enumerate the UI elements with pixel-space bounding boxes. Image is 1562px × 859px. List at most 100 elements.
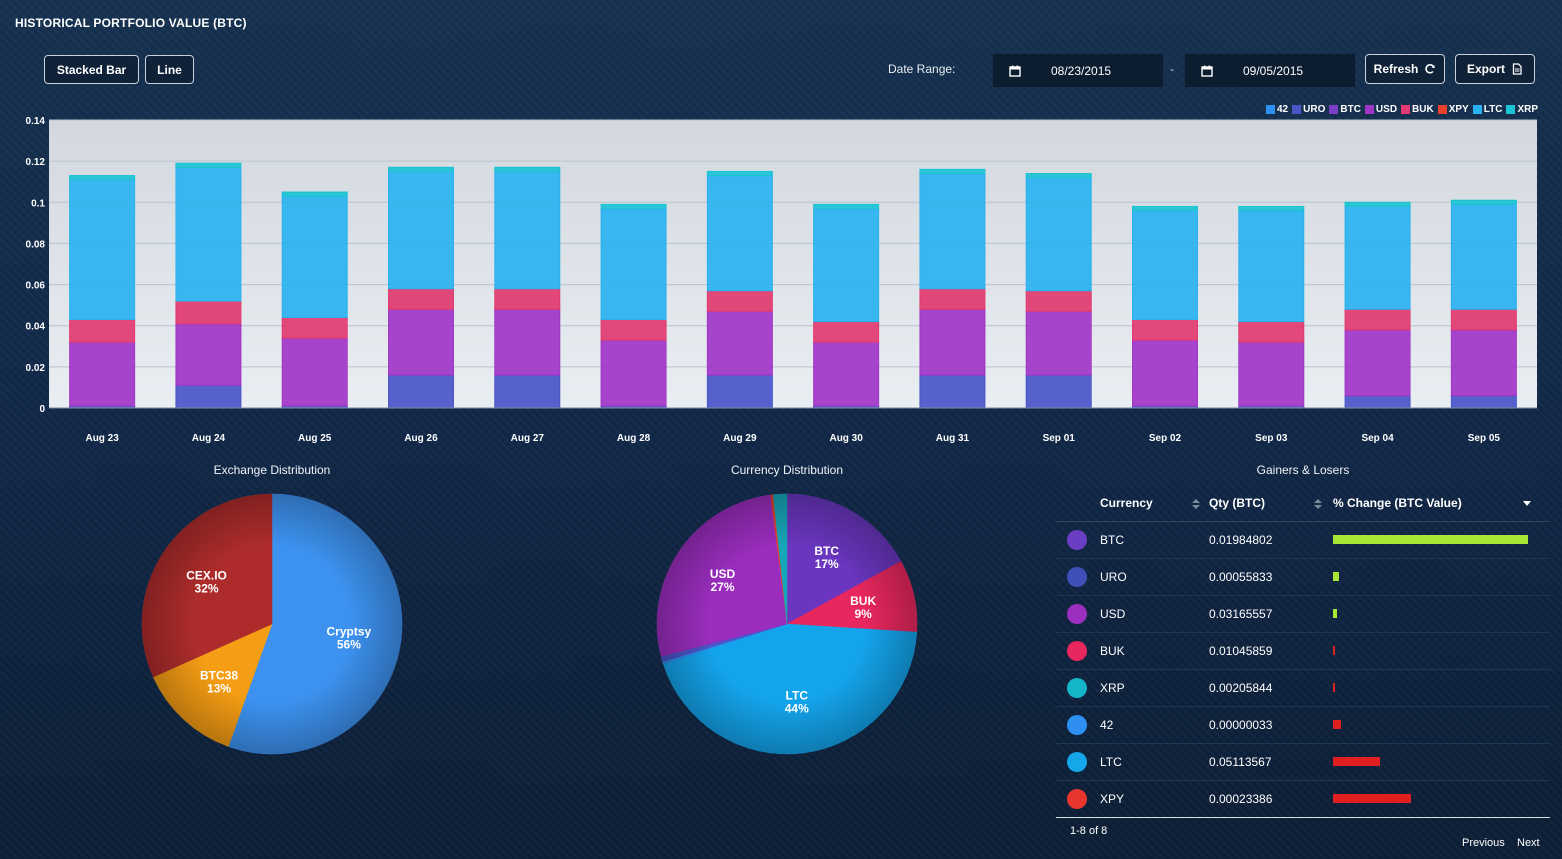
bar-segment-usd[interactable] [494,308,561,376]
table-row[interactable]: URO 0.00055833 [1056,558,1550,596]
bar-segment-xrp[interactable] [919,168,986,174]
bar-segment-xrp[interactable] [813,203,880,209]
table-row[interactable]: 42 0.00000033 [1056,706,1550,744]
bar-segment-xrp[interactable] [175,162,242,168]
bar-segment-buk[interactable] [1025,290,1092,312]
bar-segment-xrp[interactable] [600,203,667,209]
bar-segment-uro[interactable] [1344,395,1411,409]
calendar-icon[interactable] [993,54,1037,87]
line-button[interactable]: Line [145,55,194,84]
table-row[interactable]: LTC 0.05113567 [1056,743,1550,781]
bar-segment-ltc[interactable] [69,179,136,321]
bar-segment-usd[interactable] [1025,310,1092,376]
table-row[interactable]: BTC 0.01984802 [1056,521,1550,559]
legend-item[interactable]: BUK [1401,104,1434,115]
bar-segment-xrp[interactable] [1025,172,1092,179]
bar-segment-ltc[interactable] [388,170,454,290]
bar-segment-uro[interactable] [919,374,986,409]
bar-segment-ltc[interactable] [1025,177,1092,292]
bar-segment-usd[interactable] [813,341,880,407]
bar-segment-usd[interactable] [388,308,454,376]
bar-segment-buk[interactable] [1344,308,1411,331]
currency-column-header[interactable]: Currency [1100,485,1209,522]
end-date-input[interactable] [1229,63,1349,78]
bar-segment-usd[interactable] [1450,329,1517,397]
bar-segment-xrp[interactable] [1344,201,1411,207]
bar-segment-buk[interactable] [1238,321,1305,343]
bar-segment-buk[interactable] [281,316,348,339]
next-page-button[interactable]: Next [1517,837,1540,849]
bar-segment-usd[interactable] [1238,341,1305,407]
bar-segment-buk[interactable] [1132,319,1198,341]
bar-segment-buk[interactable] [388,288,454,310]
bar-segment-ltc[interactable] [706,175,773,292]
bar-segment-xrp[interactable] [281,191,348,197]
bar-segment-ltc[interactable] [813,207,880,323]
bar-segment-buk[interactable] [813,321,880,343]
previous-page-button[interactable]: Previous [1462,837,1505,849]
bar-segment-xrp[interactable] [388,166,454,172]
bar-segment-ltc[interactable] [919,172,986,290]
bar-segment-uro[interactable] [706,374,773,409]
bar-segment-usd[interactable] [600,339,667,407]
bar-segment-uro[interactable] [1450,395,1517,409]
bar-segment-buk[interactable] [69,319,136,343]
bar-segment-usd[interactable] [281,337,348,407]
bar-segment-usd[interactable] [175,323,242,386]
export-button[interactable]: Export [1455,54,1535,84]
bar-segment-uro[interactable] [1025,374,1092,409]
legend-item[interactable]: USD [1364,104,1397,115]
bar-segment-usd[interactable] [1344,329,1411,397]
currency-color-dot [1067,677,1087,698]
table-row[interactable]: BUK 0.01045859 [1056,632,1550,670]
legend-item[interactable]: 42 [1266,104,1288,115]
bar-segment-buk[interactable] [175,300,242,325]
bar-segment-usd[interactable] [706,310,773,376]
y-tick-label: 0 [39,404,45,415]
table-row[interactable]: USD 0.03165557 [1056,595,1550,633]
table-row[interactable]: XPY 0.00023386 [1056,780,1550,818]
table-row[interactable]: XRP 0.00205844 [1056,669,1550,707]
bar-segment-uro[interactable] [175,384,242,409]
bar-segment-buk[interactable] [919,288,986,310]
bar-segment-ltc[interactable] [600,207,667,321]
change-column-header[interactable]: % Change (BTC Value) [1333,485,1550,522]
bar-segment-xrp[interactable] [69,175,136,181]
bar-segment-buk[interactable] [1450,308,1517,331]
calendar-icon[interactable] [1185,54,1229,87]
legend-item[interactable]: XRP [1506,104,1538,115]
bar-segment-xrp[interactable] [494,166,561,172]
bar-segment-uro[interactable] [494,374,561,409]
bar-segment-ltc[interactable] [1450,203,1517,310]
legend-item[interactable]: URO [1292,104,1325,115]
bar-segment-xrp[interactable] [1450,199,1517,205]
change-bar [1333,571,1339,581]
bar-segment-ltc[interactable] [494,170,561,290]
bar-segment-xrp[interactable] [706,170,773,177]
legend-item[interactable]: BTC [1329,104,1361,115]
pie-label-name: BTC38 [200,668,238,682]
bar-segment-buk[interactable] [706,290,773,312]
bar-segment-usd[interactable] [69,341,136,407]
legend-item[interactable]: XPY [1437,104,1469,115]
pie-label-percent: 56% [337,637,361,651]
bar-segment-usd[interactable] [919,308,986,376]
bar-segment-xrp[interactable] [1132,205,1198,212]
bar-segment-usd[interactable] [1132,339,1198,407]
bar-segment-ltc[interactable] [1132,210,1198,321]
pie-label-name: BTC [814,544,839,558]
bar-segment-uro[interactable] [388,374,454,409]
bar-segment-xrp[interactable] [1238,205,1305,212]
bar-segment-ltc[interactable] [1344,205,1411,310]
bar-segment-ltc[interactable] [281,195,348,318]
qty-column-header[interactable]: Qty (BTC) [1209,485,1333,522]
start-date-input[interactable] [1037,63,1157,78]
refresh-button[interactable]: Refresh [1365,54,1445,84]
stacked-bar-button[interactable]: Stacked Bar [44,55,139,84]
bar-segment-ltc[interactable] [1238,210,1305,323]
bar-segment-buk[interactable] [494,288,561,310]
bar-segment-buk[interactable] [600,319,667,341]
legend-item[interactable]: LTC [1472,104,1502,115]
y-tick-label: 0.08 [26,239,46,250]
bar-segment-ltc[interactable] [175,166,242,302]
